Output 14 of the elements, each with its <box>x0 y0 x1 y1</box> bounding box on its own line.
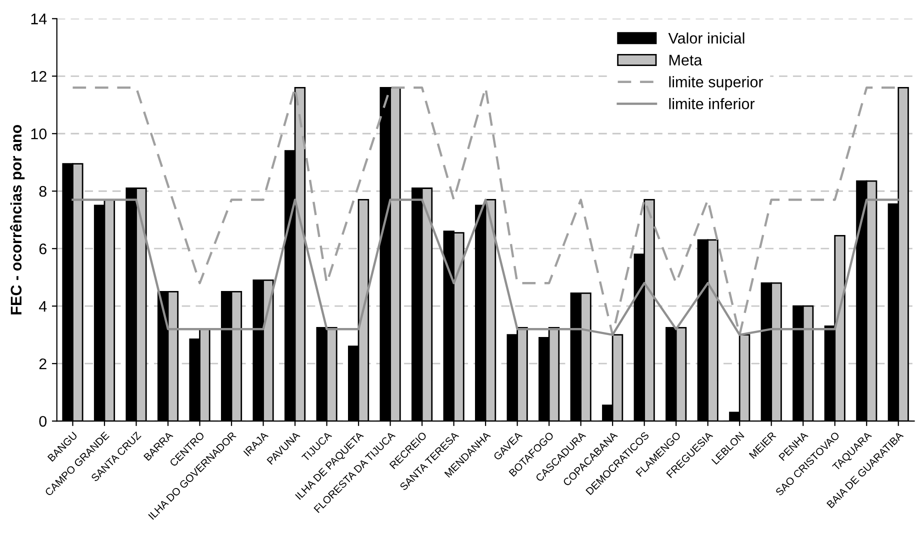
y-tick-label: 2 <box>39 358 46 370</box>
y-tick-label: 0 <box>39 416 47 427</box>
y-axis-title: FEC - ocorrências por ano <box>10 124 25 314</box>
y-tick-label: 4 <box>38 301 47 312</box>
y-tick-label: 14 <box>31 14 47 24</box>
legend-label: limite superior <box>669 76 764 90</box>
y-tick-label: 12 <box>31 71 46 82</box>
y-tick-label: 6 <box>39 243 46 254</box>
legend-label: Valor inicial <box>668 32 744 44</box>
y-tick-label: 10 <box>31 128 47 140</box>
line-series <box>72 198 900 336</box>
legend-label: limite inferior <box>669 98 755 110</box>
y-tick-label: 8 <box>39 186 46 197</box>
legend-label: Meta <box>669 54 702 66</box>
